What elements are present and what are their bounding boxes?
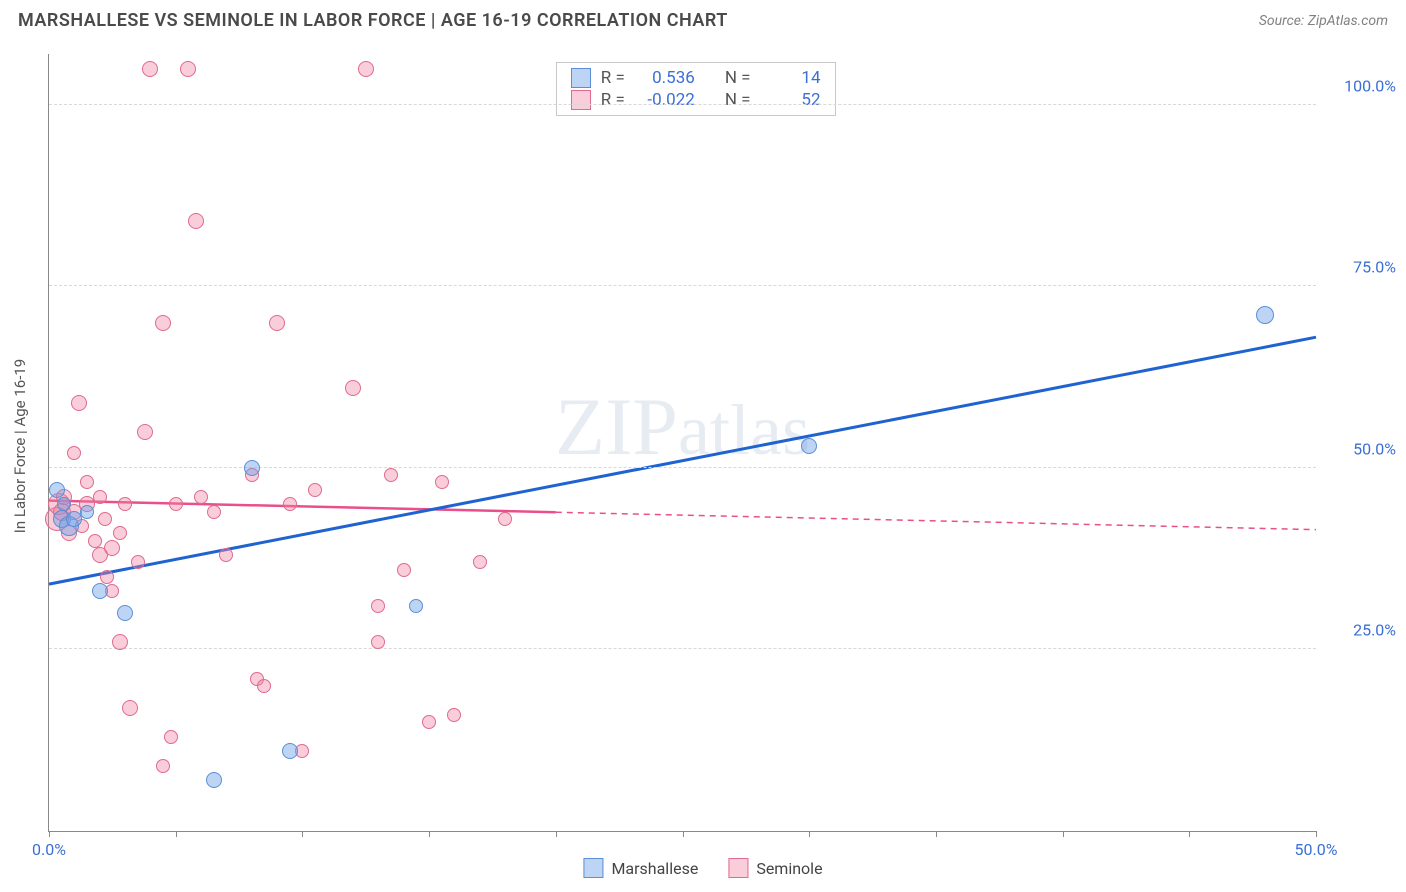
seminole-point <box>155 315 171 331</box>
seminole-point <box>137 424 153 440</box>
xtick <box>429 831 430 837</box>
seminole-point <box>397 563 411 577</box>
seminole-point <box>104 540 120 556</box>
seminole-point <box>142 61 158 77</box>
trend-lines-layer <box>49 54 1316 831</box>
stats-row-seminole: R = -0.022 N = 52 <box>571 89 821 111</box>
swatch-marshallese <box>571 68 591 88</box>
y-axis-label: In Labor Force | Age 16-19 <box>11 359 29 533</box>
seminole-point <box>219 548 233 562</box>
seminole-point <box>188 213 204 229</box>
xtick-label: 50.0% <box>1295 840 1338 859</box>
seminole-point <box>164 730 178 744</box>
seminole-point <box>257 679 271 693</box>
seminole-point <box>169 497 183 511</box>
chart-title: MARSHALLESE VS SEMINOLE IN LABOR FORCE |… <box>18 10 728 31</box>
seminole-point <box>269 315 285 331</box>
legend-item-seminole: Seminole <box>728 858 822 878</box>
xtick <box>683 831 684 837</box>
seminole-point <box>98 512 112 526</box>
seminole-point <box>180 61 196 77</box>
seminole-point <box>498 512 512 526</box>
xtick <box>809 831 810 837</box>
xtick <box>49 831 50 837</box>
seminole-point <box>156 759 170 773</box>
ytick-label: 75.0% <box>1326 258 1396 277</box>
chart-plot-area: ZIPatlas R = 0.536 N = 14 R = -0.022 N =… <box>48 54 1316 832</box>
marshallese-point <box>244 460 260 476</box>
watermark: ZIPatlas <box>555 380 810 474</box>
seminole-point <box>112 634 128 650</box>
xtick <box>1316 831 1317 837</box>
seminole-point <box>435 475 449 489</box>
xtick <box>1063 831 1064 837</box>
gridline <box>49 648 1316 649</box>
seminole-point <box>118 497 132 511</box>
seminole-point <box>80 475 94 489</box>
gridline <box>49 285 1316 286</box>
gridline <box>49 467 1316 468</box>
marshallese-point <box>1256 306 1274 324</box>
seminole-point <box>447 708 461 722</box>
seminole-point <box>67 446 81 460</box>
xtick <box>176 831 177 837</box>
ytick-label: 25.0% <box>1326 621 1396 640</box>
legend-item-marshallese: Marshallese <box>583 858 698 878</box>
seminole-point <box>88 534 102 548</box>
stats-legend-box: R = 0.536 N = 14 R = -0.022 N = 52 <box>556 62 836 116</box>
seminole-point <box>308 483 322 497</box>
seminole-point <box>93 490 107 504</box>
stats-row-marshallese: R = 0.536 N = 14 <box>571 67 821 89</box>
xtick <box>1189 831 1190 837</box>
seminole-point <box>71 395 87 411</box>
xtick <box>556 831 557 837</box>
marshallese-point <box>282 743 298 759</box>
xtick <box>936 831 937 837</box>
seminole-point <box>207 505 221 519</box>
marshallese-point <box>80 505 94 519</box>
seminole-point <box>131 555 145 569</box>
marshallese-point <box>117 605 133 621</box>
seminole-point <box>345 380 361 396</box>
seminole-point <box>384 468 398 482</box>
marshallese-point <box>57 497 71 511</box>
seminole-point <box>122 700 138 716</box>
marshallese-point <box>409 599 423 613</box>
bottom-legend: Marshallese Seminole <box>583 858 822 878</box>
marshallese-point <box>92 583 108 599</box>
seminole-point <box>422 715 436 729</box>
source-label: Source: ZipAtlas.com <box>1259 13 1388 29</box>
xtick-label: 0.0% <box>32 840 66 859</box>
seminole-point <box>371 635 385 649</box>
ytick-label: 100.0% <box>1326 76 1396 95</box>
seminole-point <box>283 497 297 511</box>
gridline <box>49 104 1316 105</box>
seminole-point <box>100 570 114 584</box>
seminole-point <box>473 555 487 569</box>
swatch-seminole <box>728 858 748 878</box>
seminole-point <box>194 490 208 504</box>
xtick <box>302 831 303 837</box>
marshallese-point <box>801 438 817 454</box>
marshallese-point <box>49 482 65 498</box>
seminole-point <box>371 599 385 613</box>
swatch-marshallese <box>583 858 603 878</box>
swatch-seminole <box>571 90 591 110</box>
seminole-point <box>113 526 127 540</box>
marshallese-point <box>206 772 222 788</box>
ytick-label: 50.0% <box>1326 439 1396 458</box>
seminole-point <box>358 61 374 77</box>
